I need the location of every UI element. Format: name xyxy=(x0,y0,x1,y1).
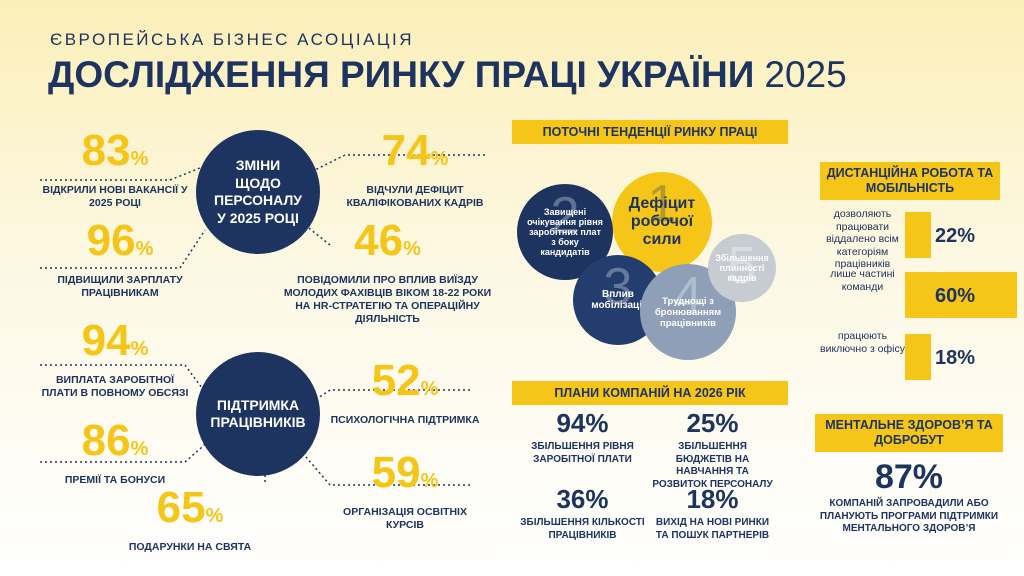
stat-label: ПСИХОЛОГІЧНА ПІДТРИМКА xyxy=(330,414,480,426)
remote-label: лише частині команди xyxy=(830,268,895,293)
stat-number: 83% xyxy=(40,128,190,182)
plan-label: ЗБІЛЬШЕННЯ РІВНЯ ЗАРОБІТНОЇ ПЛАТИ xyxy=(531,441,634,465)
title-year: 2025 xyxy=(764,54,847,95)
plan-label: ВИХІД НА НОВІ РИНКИ ТА ПОШУК ПАРТНЕРІВ xyxy=(655,517,770,541)
remote-bar xyxy=(905,334,931,380)
stat: 59% ОРГАНІЗАЦІЯ ОСВІТНІХ КУРСІВ xyxy=(330,450,480,532)
remote-value: 60% xyxy=(935,285,976,307)
stat: 65% ПОДАРУНКИ НА СВЯТА xyxy=(120,485,260,554)
stat-number: 86% xyxy=(40,418,190,472)
stat-unit: % xyxy=(130,338,149,360)
mental-label: КОМПАНІЙ ЗАПРОВАДИЛИ АБО ПЛАНУЮТЬ ПРОГРА… xyxy=(819,498,999,534)
stat-label: ВІДЧУЛИ ДЕФІЦИТ КВАЛІФІКОВАНИХ КАДРІВ xyxy=(346,184,484,209)
stat-value: 94 xyxy=(81,316,131,365)
trend-bubble: 5 Збільшення плинності кадрів xyxy=(708,234,776,302)
mental-title: МЕНТАЛЬНЕ ЗДОРОВ’Я ТА ДОБРОБУТ xyxy=(815,414,1003,452)
stat-unit: % xyxy=(420,378,439,400)
trend-label: Дефіцит робочої сили xyxy=(628,195,696,248)
stat-value: 74 xyxy=(381,126,431,175)
remote-title: ДИСТАНЦІЙНА РОБОТА ТА МОБІЛЬНІСТЬ xyxy=(820,162,1000,200)
stat-value: 59 xyxy=(371,448,421,497)
plan-label: ЗБІЛЬШЕННЯ БЮДЖЕТІВ НА НАВЧАННЯ ТА РОЗВИ… xyxy=(652,441,773,490)
stat-value: 65 xyxy=(156,483,206,532)
stat-label: ПІДВИЩИЛИ ЗАРПЛАТУ ПРАЦІВНИКАМ xyxy=(57,274,183,299)
org-name: ЄВРОПЕЙСЬКА БІЗНЕС АСОЦІАЦІЯ xyxy=(50,30,414,49)
stat-number: 46% xyxy=(280,218,495,272)
trend-rank: 5 xyxy=(727,237,757,295)
stat-unit: % xyxy=(403,238,421,260)
stat-label: ПРЕМІЇ ТА БОНУСИ xyxy=(64,474,166,486)
stat: 52% ПСИХОЛОГІЧНА ПІДТРИМКА xyxy=(330,358,480,427)
stat: 96% ПІДВИЩИЛИ ЗАРПЛАТУ ПРАЦІВНИКАМ xyxy=(40,218,200,300)
mental-value: 87% xyxy=(874,458,944,496)
stat-unit: % xyxy=(430,148,449,170)
plan-value: 25% xyxy=(686,408,739,438)
stat-label: ПОДАРУНКИ НА СВЯТА xyxy=(128,541,252,553)
stat-unit: % xyxy=(135,238,154,260)
stat-value: 86 xyxy=(81,416,131,465)
trend-label: Завищені очікування рівня заробітних пла… xyxy=(527,207,603,257)
stat-value: 52 xyxy=(371,356,421,405)
trend-rank: 4 xyxy=(673,267,703,325)
hub-staffing: ЗМІНИ ЩОДО ПЕРСОНАЛУ У 2025 РОЦІ xyxy=(196,130,320,254)
stat-unit: % xyxy=(130,148,149,170)
stat: 83% ВІДКРИЛИ НОВІ ВАКАНСІЇ У 2025 РОЦІ xyxy=(40,128,190,210)
stat-label: ПОВІДОМИЛИ ПРО ВПЛИВ ВИЇЗДУ МОЛОДИХ ФАХІ… xyxy=(283,274,492,325)
page-title: ДОСЛІДЖЕННЯ РИНКУ ПРАЦІ УКРАЇНИ 2025 xyxy=(48,54,847,96)
plan-value: 18% xyxy=(686,484,739,514)
plans-title: ПЛАНИ КОМПАНІЙ НА 2026 РІК xyxy=(512,381,788,405)
remote-bar xyxy=(905,212,931,258)
stat-value: 96 xyxy=(86,216,136,265)
stat-number: 52% xyxy=(330,358,480,412)
stat-number: 74% xyxy=(330,128,500,182)
remote-bar xyxy=(905,272,1017,318)
stat-label: ВІДКРИЛИ НОВІ ВАКАНСІЇ У 2025 РОЦІ xyxy=(42,184,188,209)
stat-number: 94% xyxy=(40,318,190,372)
stat: 94% ВИПЛАТА ЗАРОБІТНОЇ ПЛАТИ В ПОВНОМУ ОБ… xyxy=(40,318,190,400)
stat-unit: % xyxy=(205,505,224,527)
remote-value: 18% xyxy=(935,347,976,369)
stat-unit: % xyxy=(420,470,439,492)
trend-label: Вплив мобілізації xyxy=(591,289,645,311)
title-text: ДОСЛІДЖЕННЯ РИНКУ ПРАЦІ УКРАЇНИ xyxy=(48,54,755,95)
stat-value: 83 xyxy=(81,126,131,175)
stat: 86% ПРЕМІЇ ТА БОНУСИ xyxy=(40,418,190,487)
trend-bubble: 1 Дефіцит робочої сили xyxy=(612,172,712,272)
trend-label: Труднощі з бронюванням працівників xyxy=(654,295,722,329)
remote-label: дозволяють працювати віддалено всім кате… xyxy=(826,208,899,270)
stat-number: 96% xyxy=(40,218,200,272)
remote-value: 22% xyxy=(935,225,976,247)
stat: 74% ВІДЧУЛИ ДЕФІЦИТ КВАЛІФІКОВАНИХ КАДРІВ xyxy=(330,128,500,210)
trend-rank: 2 xyxy=(550,187,580,245)
hub-support: ПІДТРИМКА ПРАЦІВНИКІВ xyxy=(196,352,320,476)
stat-number: 65% xyxy=(120,485,260,539)
stat-unit: % xyxy=(130,438,149,460)
stat-number: 59% xyxy=(330,450,480,504)
trend-rank: 3 xyxy=(603,258,633,316)
trend-label: Збільшення плинності кадрів xyxy=(715,253,769,283)
plan-value: 36% xyxy=(556,484,609,514)
trend-rank: 1 xyxy=(647,175,677,233)
plan-label: ЗБІЛЬШЕННЯ КІЛЬКОСТІ ПРАЦІВНИКІВ xyxy=(520,517,645,541)
trends-title: ПОТОЧНІ ТЕНДЕНЦІЇ РИНКУ ПРАЦІ xyxy=(512,120,788,144)
stat: 46% ПОВІДОМИЛИ ПРО ВПЛИВ ВИЇЗДУ МОЛОДИХ Ф… xyxy=(280,218,495,326)
stat-value: 46 xyxy=(354,216,404,265)
remote-label: працюють виключно з офісу xyxy=(820,330,905,355)
plan-value: 94% xyxy=(556,408,609,438)
stat-label: ВИПЛАТА ЗАРОБІТНОЇ ПЛАТИ В ПОВНОМУ ОБСЯЗ… xyxy=(41,374,189,399)
stat-label: ОРГАНІЗАЦІЯ ОСВІТНІХ КУРСІВ xyxy=(343,506,467,531)
